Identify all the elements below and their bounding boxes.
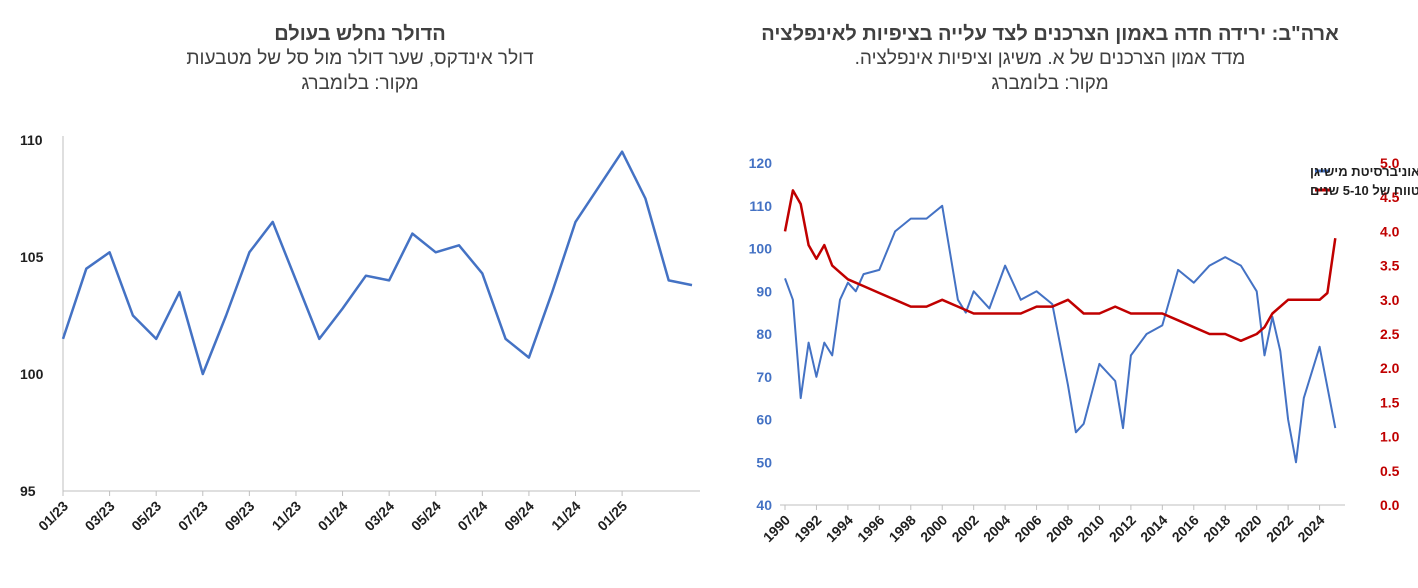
right-y-tick-label: 3.0: [1380, 292, 1400, 308]
x-tick-label: 2008: [1043, 512, 1076, 545]
dollar-index-chart: 95 100 105 110 01/23 03/23 05/23 07/23 09/23 11/2…: [20, 132, 700, 534]
dollar-index-series-line: [61, 150, 693, 376]
x-tick-label: 11/24: [548, 498, 584, 534]
left-y-tick-label: 80: [756, 326, 772, 342]
x-tick-label: 09/24: [501, 498, 537, 534]
x-tick-label: 1998: [886, 512, 919, 545]
x-tick-label: 03/24: [361, 498, 397, 534]
left-y-tick-label: 70: [756, 369, 772, 385]
x-tick-label: 07/23: [175, 498, 211, 534]
x-tick-label: 1996: [854, 512, 887, 545]
x-tick-label: 2018: [1200, 512, 1233, 545]
left-y-tick-label: 110: [749, 198, 772, 214]
left-y-tick-label: 120: [749, 155, 773, 171]
left-chart-subtitle: דולר אינדקס, שער דולר מול סל של מטבעות: [186, 48, 534, 69]
x-tick-label: 2022: [1263, 512, 1296, 545]
x-tick-label: 09/23: [221, 498, 257, 534]
y-tick-label: 110: [20, 132, 43, 148]
x-tick-label: 1994: [823, 512, 856, 545]
x-tick-label: 07/24: [454, 498, 490, 534]
x-tick-label: 2004: [980, 512, 1013, 545]
consumer-sentiment-series-line: [784, 204, 1337, 464]
left-y-tick-label: 50: [756, 454, 772, 470]
x-tick-label: 2020: [1231, 512, 1264, 545]
x-tick-label: 2010: [1074, 512, 1107, 545]
x-tick-label: 2006: [1011, 512, 1044, 545]
right-y-tick-label: 0.5: [1380, 463, 1400, 479]
left-y-tick-label: 100: [749, 241, 773, 257]
left-chart-title-block: הדולר נחלש בעולם דולר אינדקס, שער דולר מ…: [40, 22, 680, 96]
x-tick-label: 01/23: [35, 498, 71, 534]
x-tick-label: 01/24: [315, 498, 351, 534]
x-tick-label: 2000: [917, 512, 950, 545]
x-tick-label: 1992: [791, 512, 824, 545]
right-chart-title: ארה"ב: ירידה חדה באמון הצרכנים לצד עלייה…: [761, 23, 1339, 45]
x-tick-label: 1990: [760, 512, 793, 545]
x-tick-label: 2024: [1294, 512, 1327, 545]
right-y-tick-label: 5.0: [1380, 155, 1400, 171]
consumer-sentiment-chart: 40 50 60 70 80 90 100 110 120 0.0 0.5 1.0 1.5 2.0 2.5 3…: [749, 155, 1418, 545]
left-y-tick-label: 90: [756, 283, 772, 299]
right-y-tick-label: 1.0: [1380, 429, 1400, 445]
right-y-tick-label: 4.5: [1380, 189, 1400, 205]
y-tick-label: 105: [20, 249, 44, 265]
x-tick-label: 05/23: [128, 498, 164, 534]
left-chart-title: הדולר נחלש בעולם: [274, 23, 446, 45]
right-y-tick-label: 3.5: [1380, 258, 1400, 274]
legend-label-sentiment: מדד אמון הצרכנים של אוניברסיטת מישיגן: [1310, 164, 1418, 179]
x-tick-label: 11/23: [269, 498, 305, 534]
right-y-tick-label: 4.0: [1380, 223, 1400, 239]
y-tick-label: 100: [20, 366, 44, 382]
x-tick-label: 2016: [1169, 512, 1202, 545]
x-tick-label: 2012: [1106, 512, 1139, 545]
x-tick-label: 03/23: [82, 498, 118, 534]
left-chart-source: מקור: בלומברג: [301, 73, 419, 94]
right-y-tick-label: 0.0: [1380, 497, 1400, 513]
inflation-expectations-series-line: [783, 189, 1337, 343]
left-y-tick-label: 60: [756, 412, 772, 428]
left-y-tick-label: 40: [756, 497, 772, 513]
x-tick-label: 05/24: [408, 498, 444, 534]
right-y-tick-label: 2.5: [1380, 326, 1400, 342]
x-tick-label: 2002: [948, 512, 981, 545]
x-tick-label: 01/25: [594, 498, 630, 534]
right-chart-title-block: ארה"ב: ירידה חדה באמון הצרכנים לצד עלייה…: [700, 22, 1400, 96]
y-tick-label: 95: [20, 483, 36, 499]
right-chart-source: מקור: בלומברג: [991, 73, 1109, 94]
right-chart-subtitle: מדד אמון הצרכנים של א. משיגן וציפיות אינ…: [854, 48, 1246, 69]
legend-label-inflation: ציפיות אינפלציה לטווח של 5-10 שנים: [1310, 183, 1418, 198]
x-tick-label: 2014: [1137, 512, 1170, 545]
right-y-tick-label: 1.5: [1380, 394, 1400, 410]
right-y-tick-label: 2.0: [1380, 360, 1400, 376]
